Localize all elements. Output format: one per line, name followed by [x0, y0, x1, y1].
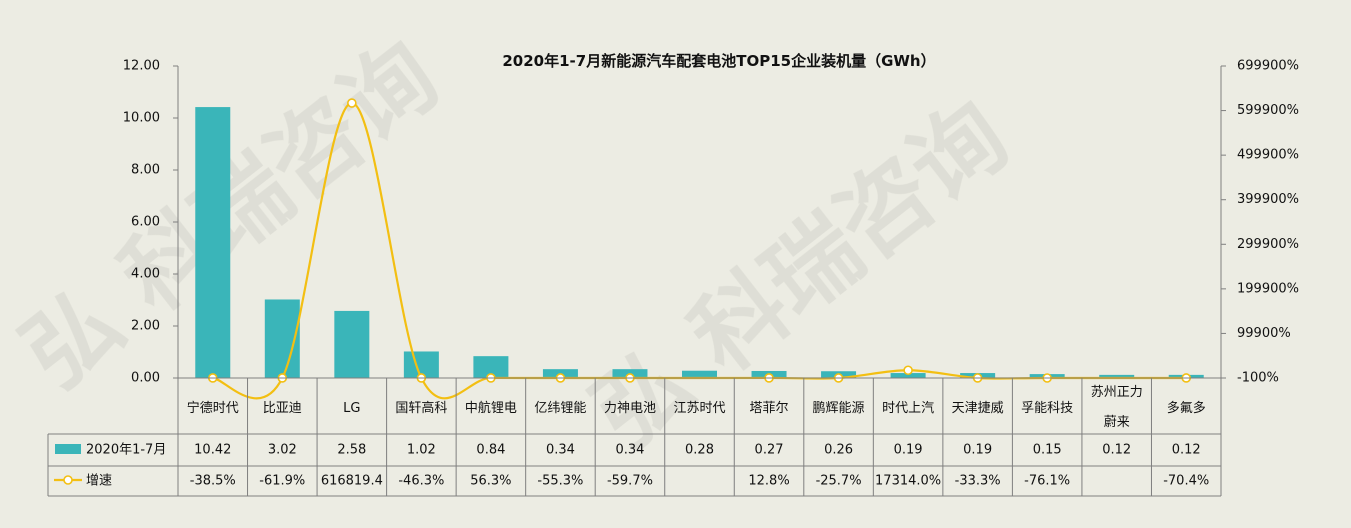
- bar-14: [1099, 374, 1135, 378]
- category-label: 国轩高科: [395, 400, 447, 416]
- table-cell-value: 0.34: [615, 443, 644, 458]
- table-cell-growth: 616819.4: [321, 474, 383, 489]
- table-cell-growth: -38.5%: [190, 474, 236, 489]
- growth-point-11: [903, 365, 913, 376]
- y-right-tick-label: 299900%: [1237, 237, 1299, 252]
- legend-swatch-bar: [55, 444, 81, 454]
- category-label: 时代上汽: [882, 401, 934, 416]
- table-cell-growth: -46.3%: [398, 474, 444, 489]
- table-cell-value: 0.34: [546, 443, 575, 458]
- bar-8: [682, 370, 717, 378]
- y-right-tick-label: 499900%: [1237, 148, 1299, 163]
- y-right-tick-label: 199900%: [1237, 281, 1299, 296]
- category-label: 塔菲尔: [750, 401, 789, 416]
- bar-3: [334, 310, 370, 378]
- category-label: 天津捷威: [952, 401, 1004, 416]
- y-left-tick-label: 2.00: [131, 319, 160, 334]
- bar-5: [473, 356, 509, 378]
- table-cell-value: 0.27: [755, 443, 784, 458]
- y-left-tick-label: 0.00: [131, 371, 160, 386]
- y-left-tick-label: 4.00: [131, 267, 160, 282]
- category-label: 中航锂电: [465, 400, 517, 416]
- table-cell-value: 1.02: [407, 443, 436, 458]
- category-label: 比亚迪: [263, 401, 302, 416]
- category-label: LG: [343, 401, 360, 416]
- category-label: 孚能科技: [1021, 401, 1073, 416]
- table-cell-value: 3.02: [268, 443, 297, 458]
- table-cell-growth: -55.3%: [537, 474, 583, 489]
- category-label: 鹏辉能源: [813, 401, 865, 416]
- legend-label-bar: 2020年1-7月: [86, 443, 166, 458]
- table-cell-growth: 56.3%: [470, 474, 511, 489]
- y-left-tick-label: 12.00: [123, 59, 160, 74]
- category-label: 亿纬锂能: [534, 401, 586, 416]
- bar-1: [195, 107, 231, 378]
- table-cell-growth: -70.4%: [1163, 474, 1209, 489]
- y-right-tick-label: 699900%: [1237, 59, 1299, 74]
- table-cell-growth: -76.1%: [1024, 474, 1070, 489]
- table-cell-value: 0.84: [476, 443, 505, 458]
- table-cell-growth: 17314.0%: [875, 474, 941, 489]
- category-label: 江苏时代: [673, 400, 725, 416]
- legend-swatch-marker: [63, 475, 73, 485]
- chart-title: 2020年1-7月新能源汽车配套电池TOP15企业装机量（GWh）: [502, 52, 935, 70]
- y-left-tick-label: 6.00: [131, 215, 160, 230]
- y-right-tick-label: 399900%: [1237, 192, 1299, 207]
- legend-label-line: 增速: [86, 474, 112, 489]
- table-cell-value: 0.26: [824, 443, 853, 458]
- table-cell-value: 0.15: [1033, 443, 1062, 458]
- table-cell-growth: -61.9%: [259, 474, 305, 489]
- category-label: 宁德时代: [187, 400, 239, 416]
- table-cell-value: 2.58: [337, 443, 366, 458]
- table-cell-growth: -25.7%: [816, 474, 862, 489]
- y-right-tick-label: 99900%: [1237, 326, 1291, 341]
- growth-point-3: [347, 98, 357, 108]
- watermark-text: 弘 科瑞咨询: [4, 22, 458, 409]
- table-cell-value: 10.42: [194, 443, 231, 458]
- table-cell-value: 0.12: [1172, 443, 1201, 458]
- category-label: 多氟多: [1167, 400, 1206, 416]
- table-cell-value: 0.12: [1102, 443, 1131, 458]
- bar-11: [890, 373, 926, 378]
- table-cell-value: 0.28: [685, 443, 714, 458]
- y-left-tick-label: 10.00: [123, 111, 160, 126]
- table-cell-value: 0.19: [963, 443, 992, 458]
- table-cell-value: 0.19: [894, 443, 923, 458]
- y-right-tick-label: 599900%: [1237, 103, 1299, 118]
- y-right-tick-label: -100%: [1237, 371, 1279, 386]
- y-left-tick-label: 8.00: [131, 163, 160, 178]
- table-cell-growth: -33.3%: [955, 474, 1001, 489]
- category-label: 苏州正力蔚来: [1091, 384, 1143, 430]
- table-cell-growth: -59.7%: [607, 474, 653, 489]
- table-cell-growth: 12.8%: [748, 474, 789, 489]
- category-label: 力神电池: [604, 401, 656, 416]
